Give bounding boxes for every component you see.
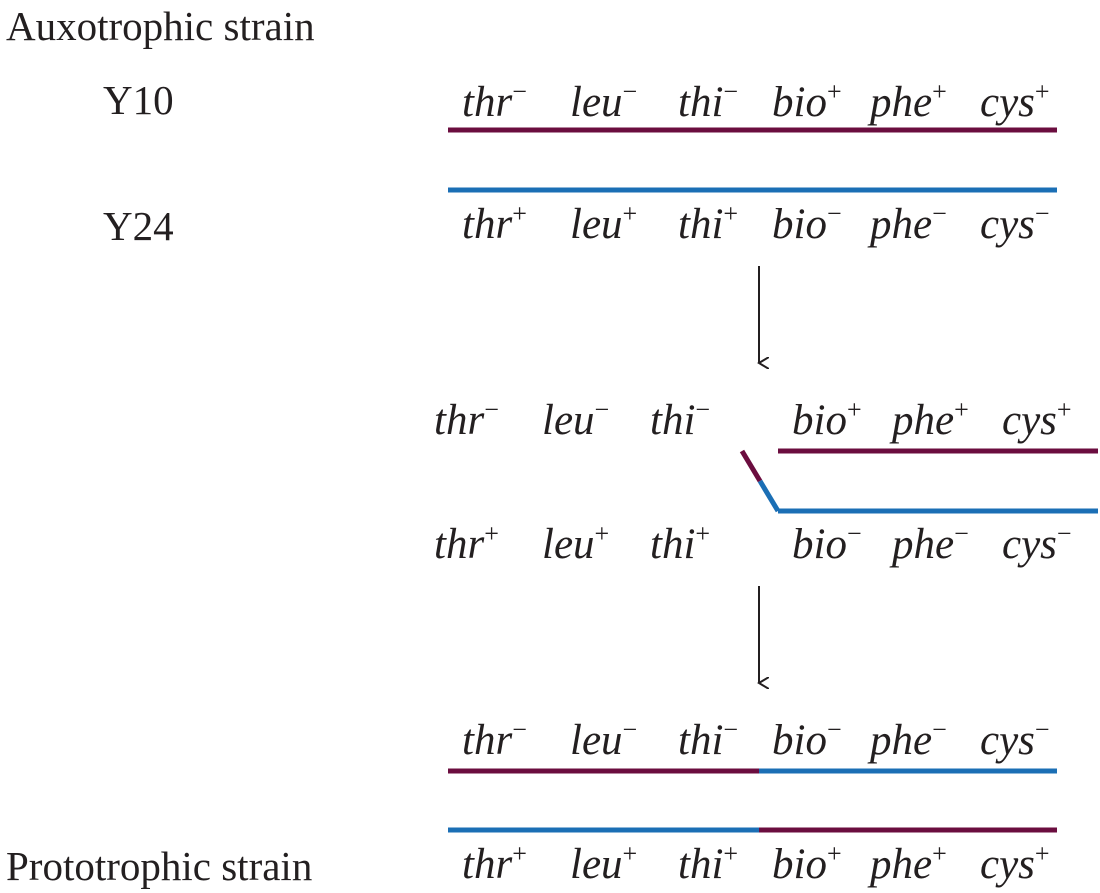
gene-thr: thr+ [434, 519, 499, 568]
y24-strain-label: Y24 [103, 203, 174, 249]
gene-thi: thi− [678, 77, 739, 126]
y10-crossover-segment [739, 449, 763, 483]
gene-leu: leu− [542, 395, 610, 444]
gene-cys: cys− [1002, 519, 1072, 568]
gene-phe: phe− [870, 715, 947, 764]
gene-thr: thr− [462, 77, 527, 126]
gene-phe: phe− [870, 199, 947, 248]
gene-phe: phe− [892, 519, 969, 568]
auxotrophic-strain-label: Auxotrophic strain [6, 3, 315, 49]
gene-bio: bio− [772, 715, 842, 764]
gene-thi: thi+ [678, 199, 739, 248]
gene-leu: leu− [570, 715, 638, 764]
gene-bio: bio+ [792, 395, 862, 444]
gene-thr: thr− [462, 715, 527, 764]
gene-leu: leu− [570, 77, 638, 126]
gene-bio: bio+ [772, 839, 842, 888]
gene-cys: cys+ [980, 839, 1050, 888]
gene-thr: thr+ [462, 199, 527, 248]
gene-thr: thr+ [462, 839, 527, 888]
gene-bio: bio− [792, 519, 862, 568]
gene-cys: cys− [980, 199, 1050, 248]
gene-thi: thi− [650, 395, 711, 444]
gene-thi: thi+ [678, 839, 739, 888]
gene-phe: phe+ [870, 839, 947, 888]
gene-leu: leu+ [570, 199, 638, 248]
gene-cys: cys− [980, 715, 1050, 764]
y10-strain-label: Y10 [103, 77, 174, 123]
gene-leu: leu+ [542, 519, 610, 568]
gene-bio: bio+ [772, 77, 842, 126]
gene-bio: bio− [772, 199, 842, 248]
gene-thi: thi+ [650, 519, 711, 568]
gene-cys: cys+ [1002, 395, 1072, 444]
y24-crossover-segment [757, 479, 781, 513]
gene-thr: thr− [434, 395, 499, 444]
gene-leu: leu+ [570, 839, 638, 888]
gene-phe: phe+ [892, 395, 969, 444]
gene-thi: thi− [678, 715, 739, 764]
prototrophic-strain-label: Prototrophic strain [6, 843, 313, 889]
gene-phe: phe+ [870, 77, 947, 126]
gene-cys: cys+ [980, 77, 1050, 126]
